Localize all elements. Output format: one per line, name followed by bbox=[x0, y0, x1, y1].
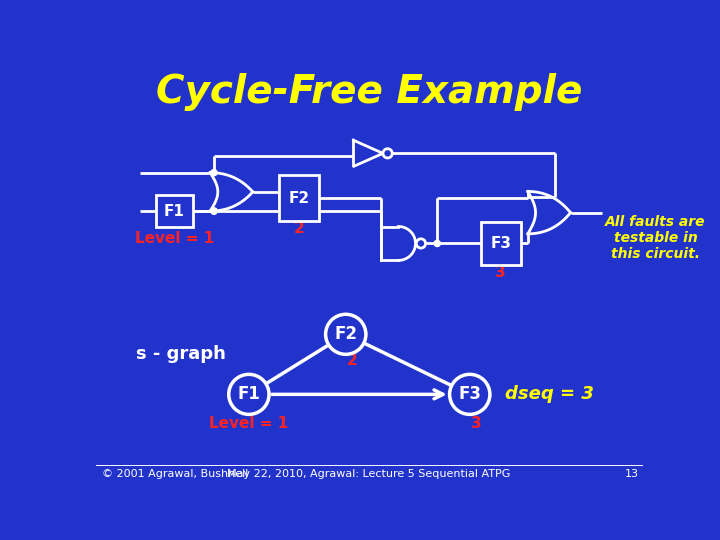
Text: 2: 2 bbox=[294, 221, 305, 237]
Circle shape bbox=[416, 239, 426, 248]
Circle shape bbox=[229, 374, 269, 414]
Text: Level = 1: Level = 1 bbox=[210, 416, 289, 431]
Text: © 2001 Agrawal, Bushnell: © 2001 Agrawal, Bushnell bbox=[102, 469, 248, 480]
Text: Level = 1: Level = 1 bbox=[135, 231, 214, 246]
Circle shape bbox=[449, 374, 490, 414]
Text: F3: F3 bbox=[490, 236, 511, 251]
Circle shape bbox=[211, 170, 217, 176]
Text: F2: F2 bbox=[289, 191, 310, 206]
Text: All faults are
testable in
this circuit.: All faults are testable in this circuit. bbox=[606, 215, 706, 261]
Text: dseq = 3: dseq = 3 bbox=[505, 386, 593, 403]
Bar bbox=[279, 175, 320, 221]
Text: s - graph: s - graph bbox=[137, 345, 226, 362]
Circle shape bbox=[434, 240, 441, 247]
Text: 13: 13 bbox=[625, 469, 639, 480]
Circle shape bbox=[211, 208, 217, 214]
Circle shape bbox=[383, 148, 392, 158]
Text: Cycle-Free Example: Cycle-Free Example bbox=[156, 73, 582, 111]
Text: F1: F1 bbox=[164, 204, 185, 219]
Text: F3: F3 bbox=[458, 386, 481, 403]
Bar bbox=[481, 222, 521, 265]
Circle shape bbox=[211, 208, 217, 214]
Text: F2: F2 bbox=[334, 325, 357, 343]
Bar bbox=[156, 195, 193, 227]
Text: 2: 2 bbox=[346, 353, 357, 368]
Text: 3: 3 bbox=[495, 265, 506, 280]
Text: May 22, 2010, Agrawal: Lecture 5 Sequential ATPG: May 22, 2010, Agrawal: Lecture 5 Sequent… bbox=[228, 469, 510, 480]
Circle shape bbox=[325, 314, 366, 354]
Text: 3: 3 bbox=[471, 416, 481, 431]
Text: F1: F1 bbox=[238, 386, 261, 403]
